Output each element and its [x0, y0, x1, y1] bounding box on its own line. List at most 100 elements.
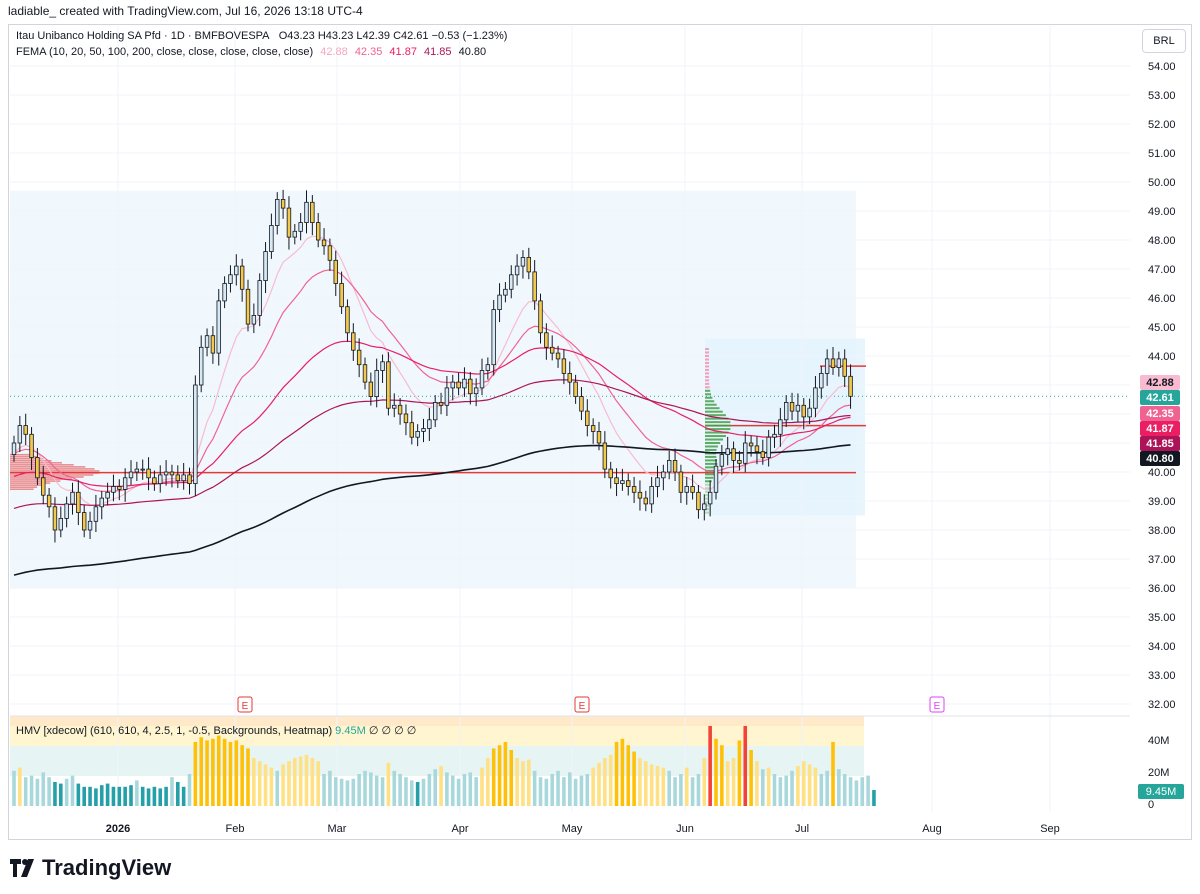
candle[interactable] [567, 361, 572, 395]
candle[interactable] [795, 393, 801, 422]
symbol-legend[interactable]: Itau Unibanco Holding SA Pfd · 1D · BMFB… [16, 30, 507, 42]
earnings-marker[interactable]: E [929, 696, 945, 713]
candle[interactable] [509, 265, 514, 299]
candle[interactable] [263, 242, 268, 294]
candle[interactable] [397, 398, 403, 425]
candle[interactable] [82, 505, 87, 538]
currency-button[interactable]: BRL [1142, 29, 1186, 53]
candle[interactable] [497, 283, 502, 323]
candle[interactable] [93, 494, 99, 533]
candle[interactable] [696, 485, 701, 519]
candle[interactable] [754, 436, 760, 465]
candle[interactable] [392, 393, 397, 418]
candle[interactable] [380, 354, 385, 383]
candle[interactable] [579, 387, 584, 421]
candle[interactable] [204, 328, 210, 357]
candle[interactable] [614, 468, 619, 497]
candle[interactable] [585, 399, 590, 437]
candle[interactable] [345, 299, 350, 342]
candle[interactable] [70, 482, 75, 515]
candle[interactable] [479, 358, 485, 396]
candle[interactable] [801, 398, 806, 430]
candle[interactable] [684, 476, 689, 505]
ema-indicator-label[interactable]: FEMA (10, 20, 50, 100, 200, close, close… [16, 46, 314, 58]
candle[interactable] [122, 468, 128, 502]
candle[interactable] [813, 376, 818, 418]
candle[interactable] [661, 464, 666, 491]
candle[interactable] [620, 468, 625, 491]
candle[interactable] [626, 473, 631, 496]
candle[interactable] [315, 213, 321, 248]
candle[interactable] [275, 192, 280, 235]
candle[interactable] [608, 461, 613, 489]
candle[interactable] [327, 238, 333, 272]
candle[interactable] [520, 250, 526, 279]
candle[interactable] [468, 371, 473, 405]
candle[interactable] [234, 254, 239, 286]
candle[interactable] [503, 282, 508, 303]
candle[interactable] [748, 435, 754, 457]
candle[interactable] [175, 465, 180, 488]
candle[interactable] [356, 338, 362, 378]
candle[interactable] [181, 463, 186, 490]
candle[interactable] [830, 347, 836, 375]
candle[interactable] [99, 490, 104, 520]
candle[interactable] [643, 490, 648, 512]
candle[interactable] [760, 439, 765, 465]
candle[interactable] [386, 352, 391, 416]
candle[interactable] [415, 424, 420, 447]
candle[interactable] [257, 273, 262, 327]
candle[interactable] [304, 190, 309, 234]
candle[interactable] [456, 372, 461, 396]
candle[interactable] [152, 470, 157, 491]
candle[interactable] [128, 460, 134, 486]
candle[interactable] [87, 511, 93, 539]
candle[interactable] [228, 265, 233, 293]
candle[interactable] [210, 326, 216, 364]
candle[interactable] [432, 395, 438, 428]
candle[interactable] [485, 357, 491, 380]
candle[interactable] [784, 395, 789, 428]
hmv-legend[interactable]: HMV [xdecow] (610, 610, 4, 2.5, 1, -0.5,… [16, 724, 416, 737]
candle[interactable] [602, 431, 608, 479]
candle[interactable] [766, 429, 771, 467]
candle[interactable] [848, 364, 853, 409]
earnings-marker[interactable]: E [237, 696, 253, 713]
candle[interactable] [590, 418, 596, 444]
candle[interactable] [245, 279, 251, 332]
candle[interactable] [35, 447, 40, 486]
candle[interactable] [544, 323, 549, 360]
candle[interactable] [310, 195, 315, 236]
symbol-name[interactable]: Itau Unibanco Holding SA Pfd · 1D · BMFB… [16, 30, 270, 42]
hmv-indicator-label[interactable]: HMV [xdecow] (610, 610, 4, 2.5, 1, -0.5,… [16, 725, 333, 737]
candle[interactable] [667, 450, 672, 480]
candle[interactable] [298, 213, 303, 241]
candle[interactable] [737, 450, 742, 471]
ema-legend[interactable]: FEMA (10, 20, 50, 100, 200, close, close… [16, 46, 486, 58]
candle[interactable] [649, 476, 654, 513]
candle[interactable] [743, 431, 748, 473]
candle[interactable] [286, 196, 292, 250]
candle[interactable] [450, 374, 455, 401]
candle[interactable] [725, 436, 730, 466]
candle[interactable] [146, 457, 151, 491]
candle[interactable] [52, 497, 58, 543]
candle[interactable] [807, 398, 812, 425]
candle[interactable] [421, 418, 426, 443]
candle[interactable] [46, 487, 52, 518]
candle[interactable] [117, 479, 122, 501]
candle[interactable] [58, 506, 63, 538]
candle[interactable] [655, 465, 660, 498]
candle[interactable] [403, 404, 409, 436]
candle[interactable] [374, 358, 379, 408]
candle[interactable] [239, 258, 245, 302]
candle[interactable] [251, 303, 257, 334]
candle[interactable] [690, 474, 695, 500]
candle[interactable] [321, 228, 327, 255]
candle[interactable] [64, 496, 69, 528]
candle[interactable] [362, 357, 368, 390]
candle[interactable] [333, 250, 338, 296]
candle[interactable] [491, 300, 496, 376]
candle[interactable] [713, 458, 719, 500]
